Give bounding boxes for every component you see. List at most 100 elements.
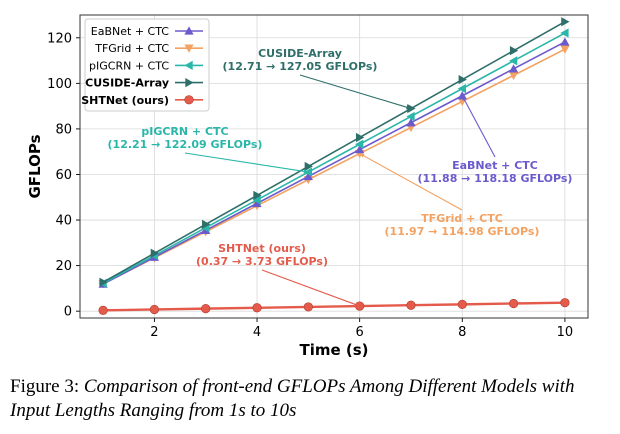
annotation-title: pIGCRN + CTC [141,125,228,138]
annotation-pigcrn-ctc: pIGCRN + CTC(12.21 → 122.09 GFLOPs) [108,125,309,174]
series-line-tfgrid-ctc [102,48,566,285]
legend-entry-tfgrid-ctc: TFGrid + CTC [94,42,203,55]
data-point-shtnet-ours [457,299,467,309]
x-tick-label: 4 [253,325,261,340]
gflops-line-chart: CUSIDE-Array(12.71 → 127.05 GFLOPs)pIGCR… [26,14,589,359]
series-line-shtnet-ours [103,301,565,312]
annotation-arrow [461,95,496,158]
y-tick-label: 80 [55,122,72,137]
annotation-arrowhead [303,169,309,174]
y-tick-label: 40 [55,214,72,229]
legend-label: pIGCRN + CTC [89,59,169,72]
x-tick-label: 8 [458,325,466,340]
caption-label: Figure 3: [10,376,80,397]
y-axis-label: GFLOPs [26,134,44,198]
data-point-eabnet-ctc [252,198,262,208]
annotation-arrow [261,269,360,307]
data-point-pigcrn-ctc [406,111,415,122]
data-point-shtnet-ours [98,305,108,315]
x-tick-label: 10 [557,325,574,340]
data-point-cuside-array [458,74,467,85]
data-point-eabnet-ctc [457,91,467,100]
legend: EaBNet + CTC TFGrid + CTC pIGCRN + CTC CUSI… [81,18,210,112]
y-tick-label: 0 [64,305,72,320]
series-pigcrn-ctc [98,28,569,288]
data-point-cuside-array [253,190,262,200]
annotation-eabnet-ctc: EaBNet + CTC(11.88 → 118.18 GFLOPs) [418,95,573,185]
data-point-cuside-array [304,161,313,172]
data-point-cuside-array [99,277,108,287]
annotation-arrowhead [406,105,411,110]
annotation-detail: (12.21 → 122.09 GFLOPs) [108,138,263,151]
legend-entry-cuside-array: CUSIDE-Array [85,77,203,90]
series-line-pigcrn-ctc [102,32,566,285]
annotation-detail: (11.97 → 114.98 GFLOPs) [385,225,540,238]
data-point-eabnet-ctc [560,37,570,46]
annotation-title: EaBNet + CTC [452,159,538,172]
annotation-arrow [184,152,309,173]
data-point-eabnet-ctc [303,171,313,181]
data-point-eabnet-ctc [406,118,416,127]
data-point-cuside-array [407,103,416,114]
annotations: CUSIDE-Array(12.71 → 127.05 GFLOPs) pIGCR… [108,47,573,307]
annotation-title: SHTNet (ours) [218,242,306,255]
annotation-arrowhead [359,153,365,158]
annotation-arrowhead [354,302,360,307]
series-cuside-array [99,17,570,287]
annotation-tfgrid-ctc: TFGrid + CTC(11.97 → 114.98 GFLOPs) [359,153,540,238]
annotation-shtnet-ours: SHTNet (ours)(0.37 → 3.73 GFLOPs) [196,242,360,307]
data-point-shtnet-ours [406,300,416,310]
data-point-eabnet-ctc [508,64,519,73]
data-point-shtnet-ours [560,298,570,308]
legend-label: EaBNet + CTC [91,25,170,38]
data-point-pigcrn-ctc [355,139,364,149]
data-point-shtnet-ours [508,298,519,309]
x-tick-label: 6 [356,325,364,340]
data-point-pigcrn-ctc [457,84,466,94]
data-point-cuside-array [150,248,160,258]
data-point-shtnet-ours [303,302,313,312]
data-point-shtnet-ours [201,304,211,314]
axes: 0 20 40 60 80 100 120 2 4 6 8 10 [47,14,589,340]
legend-label: SHTNet (ours) [81,94,169,107]
y-tick-label: 20 [55,259,72,274]
data-point-cuside-array [509,46,519,56]
series-shtnet-ours [98,298,570,315]
data-point-pigcrn-ctc [560,28,569,38]
legend-marker [184,26,194,35]
annotation-title: TFGrid + CTC [421,212,503,225]
y-tick-label: 120 [47,31,72,46]
annotation-detail: (12.71 → 127.05 GFLOPs) [223,60,378,73]
legend-marker [184,95,194,105]
data-point-pigcrn-ctc [252,195,261,205]
annotation-arrow [359,153,463,211]
data-point-shtnet-ours [252,303,262,313]
legend-entry-pigcrn-ctc: pIGCRN + CTC [89,59,203,72]
data-point-cuside-array [561,17,570,27]
data-point-tfgrid-ctc [560,45,570,54]
annotation-title: CUSIDE-Array [258,47,342,60]
legend-label: CUSIDE-Array [85,77,169,90]
legend-entry-eabnet-ctc: EaBNet + CTC [91,25,203,38]
annotation-detail: (0.37 → 3.73 GFLOPs) [196,255,328,268]
y-tick-label: 100 [47,77,72,92]
annotation-arrow [299,74,412,110]
legend-marker [184,44,194,53]
annotation-cuside-array: CUSIDE-Array(12.71 → 127.05 GFLOPs) [223,47,412,110]
plot-frame [79,14,589,319]
legend-marker [185,78,194,88]
figure-caption: Figure 3: Comparison of front-end GFLOPs… [10,375,610,423]
caption-text: Comparison of front-end GFLOPs Among Dif… [10,376,575,421]
data-point-eabnet-ctc [355,144,365,154]
x-axis-label: Time (s) [299,341,368,359]
series-lines [98,17,570,315]
legend-marker [184,60,193,70]
series-line-eabnet-ctc [102,41,566,285]
data-point-shtnet-ours [149,304,160,315]
legend-box [84,18,210,112]
annotation-detail: (11.88 → 118.18 GFLOPs) [418,172,573,185]
y-tick-label: 60 [55,168,72,183]
series-line-cuside-array [102,21,566,283]
data-point-cuside-array [202,219,211,229]
data-point-tfgrid-ctc [508,71,519,80]
